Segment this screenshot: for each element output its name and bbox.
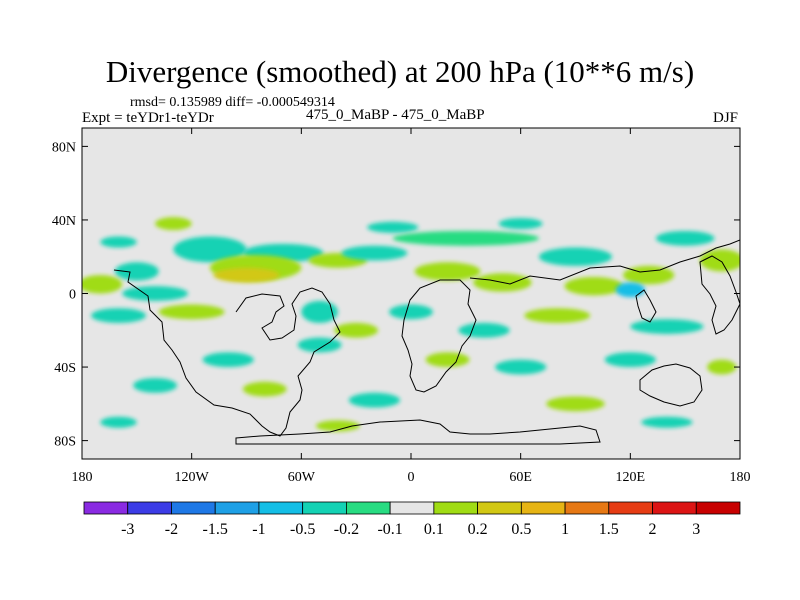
y-tick-label: 0 [69, 288, 76, 303]
divergence-feature [122, 286, 189, 301]
divergence-feature [114, 262, 159, 281]
divergence-feature [623, 265, 675, 285]
divergence-feature [546, 396, 605, 412]
divergence-feature [133, 378, 178, 393]
season-label: DJF [712, 110, 738, 126]
colorbar-swatch [520, 501, 566, 515]
x-tick-label: 0 [408, 470, 415, 485]
divergence-feature [100, 236, 137, 248]
stats-line: rmsd= 0.135989 diff= -0.000549314 [130, 95, 335, 110]
colorbar-label: -3 [121, 521, 134, 538]
y-tick-label: 80N [52, 140, 76, 155]
continent-outlines [113, 239, 740, 445]
divergence-feature [495, 359, 547, 375]
divergence-feature [655, 230, 715, 246]
colorbar-swatch [302, 501, 347, 515]
colorbar-swatch [171, 501, 216, 515]
colorbar-label: 2 [649, 521, 657, 538]
divergence-feature [392, 230, 539, 246]
colorbar-label: -0.5 [290, 521, 315, 538]
y-axis: 80N 40N 0 40S 80S [52, 140, 740, 450]
colorbar: -3 -2 -1.5 -1 -0.5 -0.2 -0.1 0.1 0.2 0.5 1 1.5 2 3 [83, 501, 741, 538]
divergence-feature [348, 392, 401, 408]
colorbar-label: -0.2 [334, 521, 359, 538]
divergence-feature [91, 308, 146, 323]
y-tick-label: 40N [52, 214, 76, 229]
x-tick-label: 60E [509, 470, 532, 485]
colorbar-label: -0.1 [377, 521, 402, 538]
x-tick-label: 60W [288, 470, 316, 485]
divergence-feature [389, 304, 433, 320]
colorbar-label: -1 [252, 521, 265, 538]
divergence-feature [202, 352, 254, 368]
colorbar-swatch [564, 501, 610, 515]
divergence-feature [425, 352, 470, 368]
x-tick-label: 180 [730, 470, 751, 485]
chart-title: Divergence (smoothed) at 200 hPa (10**6 … [105, 54, 695, 89]
x-tick-label: 180 [72, 470, 93, 485]
colorbar-label: 0.2 [468, 521, 488, 538]
colorbar-label: 1.5 [599, 521, 619, 538]
divergence-feature [297, 337, 342, 353]
colorbar-swatch [258, 501, 304, 515]
y-tick-label: 40S [54, 361, 76, 376]
x-tick-label: 120E [616, 470, 646, 485]
continent-antarctica [235, 419, 601, 445]
colorbar-swatch [83, 501, 129, 515]
colorbar-swatch [477, 501, 522, 515]
colorbar-swatch [652, 501, 697, 515]
divergence-feature [630, 319, 704, 334]
colorbar-label: 0.1 [424, 521, 444, 538]
divergence-feature [242, 381, 287, 397]
divergence-feature [707, 359, 737, 375]
experiment-label: Expt = teYDr1-teYDr [82, 110, 214, 126]
colorbar-swatch [608, 501, 653, 515]
colorbar-label: -2 [165, 521, 178, 538]
colorbar-label: -1.5 [203, 521, 228, 538]
y-tick-label: 80S [54, 435, 76, 450]
colorbar-label: 3 [692, 521, 700, 538]
continent-australia [639, 363, 703, 407]
colorbar-swatch [695, 501, 741, 515]
divergence-feature [173, 236, 247, 263]
colorbar-swatch [127, 501, 172, 515]
divergence-feature [538, 247, 613, 266]
continent-eurasia [469, 239, 740, 285]
colorbar-label: 0.5 [511, 521, 531, 538]
continent-africa [401, 279, 477, 393]
continent-east-asia [699, 255, 740, 335]
divergence-features [82, 217, 740, 432]
divergence-feature [564, 276, 624, 296]
divergence-feature [315, 420, 360, 432]
colorbar-swatch [345, 501, 391, 515]
continent-americas [113, 269, 341, 437]
divergence-feature [100, 416, 137, 428]
colorbar-swatch [433, 501, 479, 515]
divergence-feature [414, 262, 481, 281]
divergence-feature [158, 304, 225, 320]
continent-se-asia [635, 289, 657, 323]
divergence-feature [641, 416, 693, 428]
divergence-feature [367, 221, 419, 233]
divergence-feature [604, 352, 656, 368]
colorbar-swatch [214, 501, 260, 515]
divergence-feature [82, 275, 123, 294]
divergence-feature [524, 308, 591, 323]
x-axis: 180 120W 60W 0 60E 120E 180 [72, 128, 751, 485]
colorbar-label: 1 [561, 521, 569, 538]
divergence-feature [458, 322, 510, 338]
divergence-feature [498, 218, 543, 230]
divergence-feature [615, 282, 645, 298]
cases-label: 475_0_MaBP - 475_0_MaBP [306, 107, 485, 123]
divergence-feature [213, 267, 280, 283]
divergence-feature [301, 300, 338, 323]
divergence-feature [155, 217, 192, 231]
divergence-feature [341, 245, 408, 261]
x-tick-label: 120W [175, 470, 210, 485]
colorbar-swatch [389, 501, 435, 515]
divergence-feature [334, 322, 379, 338]
